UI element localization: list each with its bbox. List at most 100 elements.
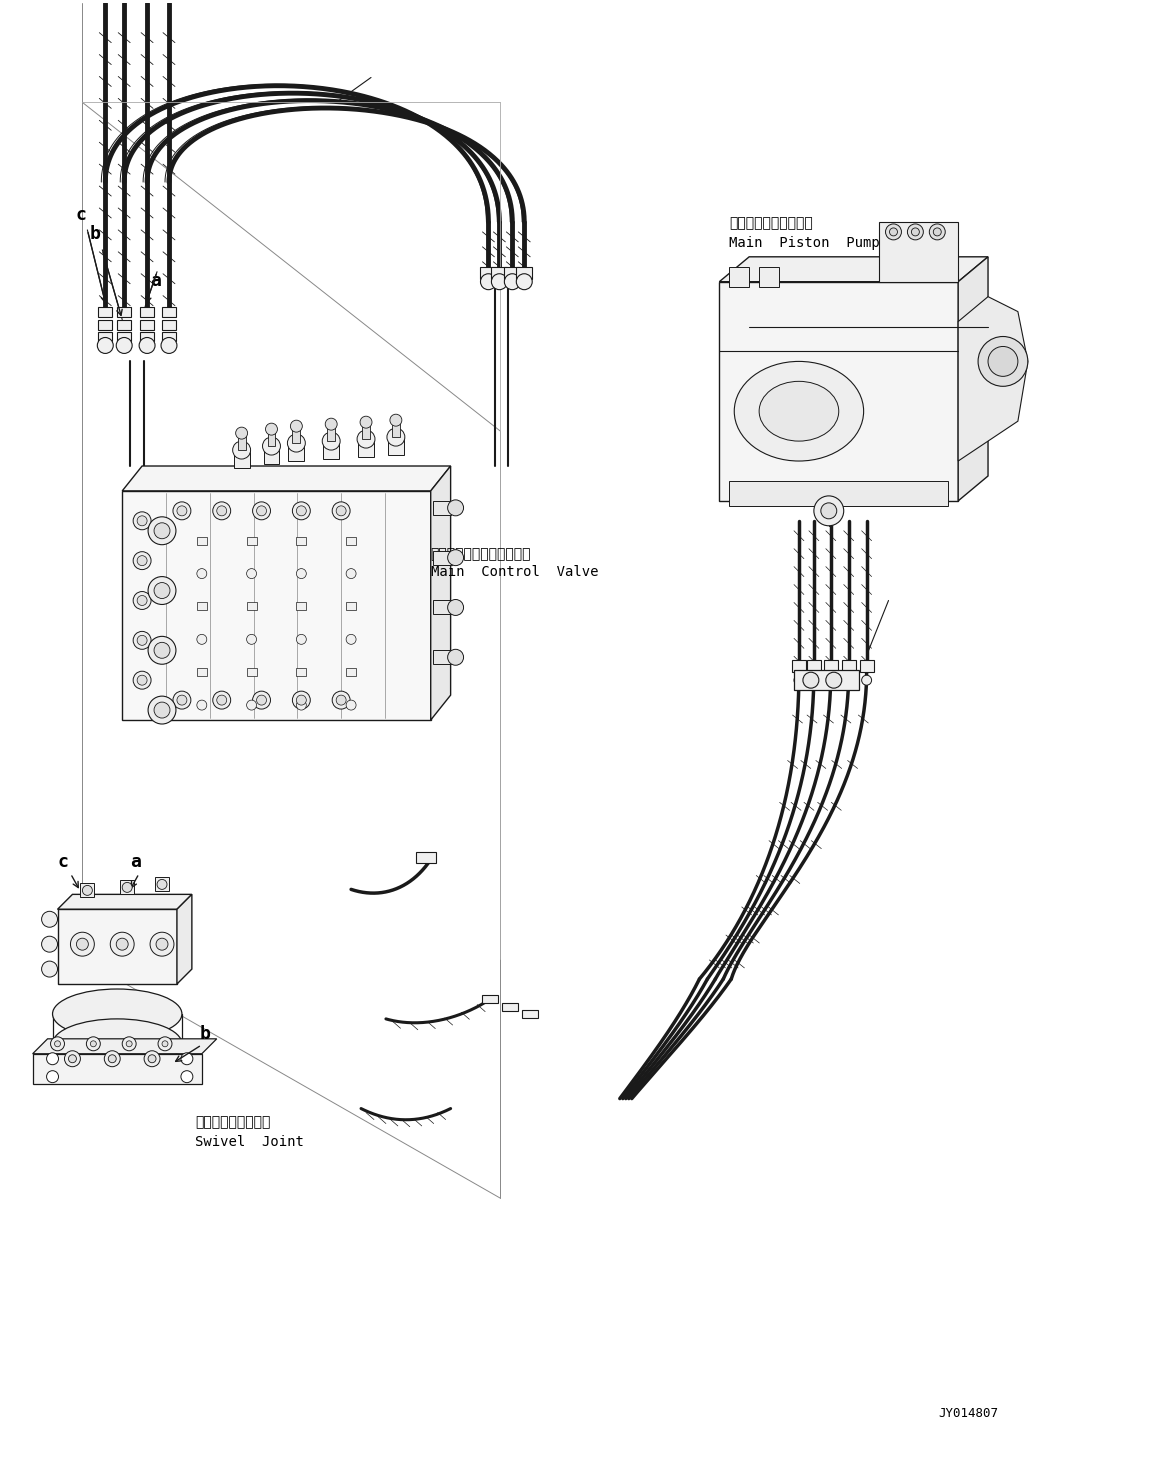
Bar	[362, 423, 370, 439]
Circle shape	[68, 1054, 76, 1063]
Circle shape	[247, 634, 256, 644]
Circle shape	[844, 675, 854, 685]
Circle shape	[297, 695, 306, 706]
Circle shape	[256, 506, 267, 516]
Circle shape	[154, 703, 170, 717]
Circle shape	[104, 1051, 121, 1067]
Bar	[347, 537, 356, 545]
Circle shape	[291, 420, 302, 432]
Bar	[347, 668, 356, 677]
Circle shape	[516, 274, 532, 290]
Circle shape	[181, 1070, 192, 1083]
Bar	[247, 537, 256, 545]
Circle shape	[217, 506, 227, 516]
Circle shape	[491, 274, 508, 290]
Circle shape	[197, 569, 206, 579]
Text: c: c	[58, 853, 68, 872]
Circle shape	[357, 430, 376, 448]
Circle shape	[137, 675, 147, 685]
Circle shape	[217, 695, 227, 706]
Bar	[416, 851, 436, 863]
Circle shape	[90, 1041, 96, 1047]
Circle shape	[122, 1037, 136, 1051]
Bar	[481, 267, 496, 278]
Circle shape	[287, 434, 305, 452]
Circle shape	[297, 569, 306, 579]
Bar	[247, 602, 256, 611]
Ellipse shape	[759, 382, 839, 442]
Circle shape	[292, 502, 311, 521]
Circle shape	[154, 643, 170, 658]
Circle shape	[133, 592, 151, 609]
Circle shape	[253, 502, 270, 521]
Polygon shape	[32, 1038, 217, 1054]
Circle shape	[133, 631, 151, 649]
Circle shape	[148, 1054, 156, 1063]
Circle shape	[389, 414, 402, 426]
Polygon shape	[177, 894, 192, 984]
Bar	[879, 222, 958, 281]
Circle shape	[809, 675, 819, 685]
Circle shape	[794, 675, 804, 685]
Bar	[358, 439, 374, 456]
Circle shape	[336, 506, 347, 516]
Polygon shape	[58, 894, 192, 910]
Circle shape	[213, 691, 231, 709]
Circle shape	[504, 274, 520, 290]
Bar	[432, 502, 451, 515]
Circle shape	[235, 427, 248, 439]
Bar	[140, 319, 154, 330]
Bar	[99, 319, 112, 330]
Bar	[824, 660, 838, 672]
Circle shape	[42, 936, 58, 952]
Circle shape	[133, 551, 151, 570]
Bar	[263, 446, 279, 464]
Circle shape	[116, 337, 132, 353]
Bar	[155, 878, 169, 891]
Text: Main  Piston  Pump: Main Piston Pump	[729, 236, 880, 249]
Text: Main  Control  Valve: Main Control Valve	[431, 564, 598, 579]
Bar	[860, 660, 874, 672]
Circle shape	[46, 1070, 58, 1083]
Text: メインコントロールバルブ: メインコントロールバルブ	[431, 548, 531, 561]
Circle shape	[177, 695, 187, 706]
Circle shape	[148, 576, 176, 605]
Circle shape	[158, 1037, 172, 1051]
Circle shape	[265, 423, 277, 434]
Polygon shape	[720, 257, 987, 281]
Circle shape	[326, 418, 337, 430]
Circle shape	[137, 555, 147, 566]
Circle shape	[213, 502, 231, 521]
Bar	[197, 537, 206, 545]
Circle shape	[933, 227, 941, 236]
Bar	[794, 671, 859, 690]
Text: a: a	[130, 853, 141, 872]
Circle shape	[177, 506, 187, 516]
Bar	[482, 994, 498, 1003]
Circle shape	[154, 523, 170, 538]
Bar	[759, 267, 779, 287]
Circle shape	[447, 599, 464, 615]
Circle shape	[447, 550, 464, 566]
Circle shape	[347, 569, 356, 579]
Polygon shape	[58, 910, 177, 984]
Bar	[807, 660, 821, 672]
Bar	[238, 433, 246, 451]
Circle shape	[65, 1051, 80, 1067]
Bar	[729, 267, 749, 287]
Circle shape	[137, 595, 147, 605]
Text: JY014807: JY014807	[939, 1407, 998, 1420]
Bar	[432, 551, 451, 564]
Bar	[516, 267, 532, 278]
Circle shape	[930, 225, 946, 241]
Circle shape	[247, 700, 256, 710]
Circle shape	[139, 337, 155, 353]
Polygon shape	[720, 281, 958, 502]
Text: a: a	[150, 271, 161, 290]
Circle shape	[911, 227, 919, 236]
Circle shape	[110, 932, 134, 956]
Circle shape	[387, 429, 404, 446]
Polygon shape	[122, 491, 431, 720]
Bar	[80, 884, 94, 897]
Circle shape	[116, 937, 129, 951]
